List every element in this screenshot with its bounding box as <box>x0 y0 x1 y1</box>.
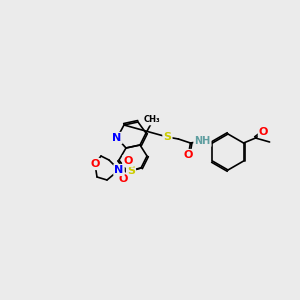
Text: O: O <box>118 174 128 184</box>
Text: O: O <box>90 159 100 169</box>
Text: O: O <box>184 150 193 160</box>
Text: CH₃: CH₃ <box>144 116 160 124</box>
Text: N: N <box>114 165 124 175</box>
Text: O: O <box>259 127 268 137</box>
Text: S: S <box>127 166 135 176</box>
Text: O: O <box>123 156 133 166</box>
Text: N: N <box>112 133 122 143</box>
Text: NH: NH <box>194 136 211 146</box>
Text: S: S <box>164 132 171 142</box>
